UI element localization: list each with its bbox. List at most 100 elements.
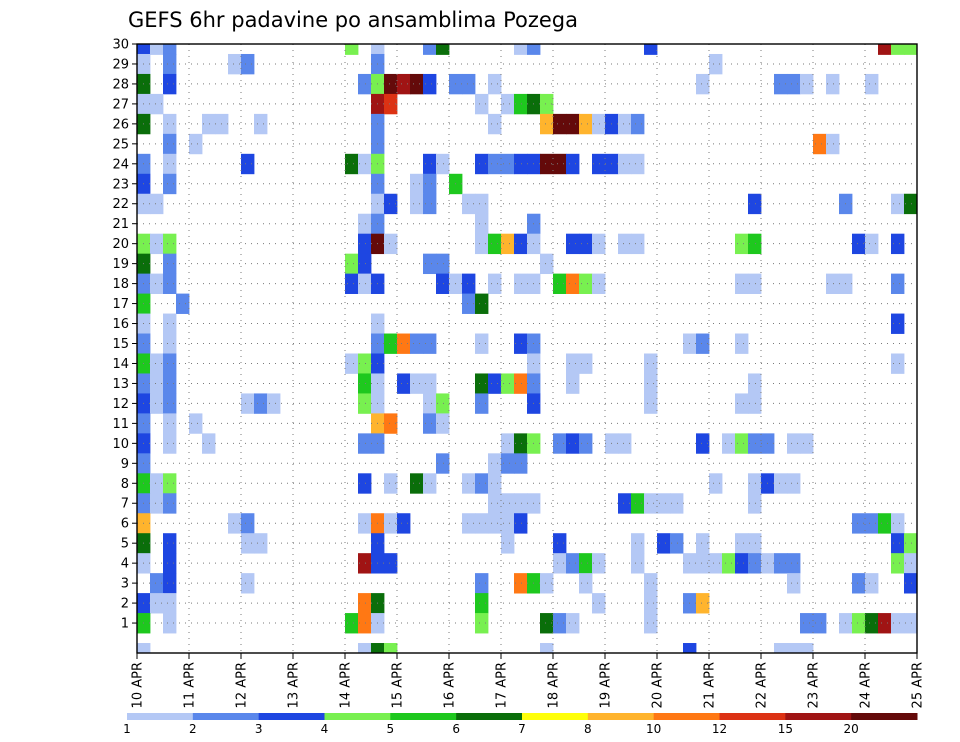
heatmap-cell: [358, 513, 372, 534]
heatmap-cell: [254, 393, 268, 414]
heatmap-cell: [254, 533, 268, 554]
heatmap-cell: [566, 273, 580, 294]
heatmap-cell: [579, 233, 593, 255]
heatmap-cell: [488, 373, 502, 394]
colorbar-tick-label: 6: [452, 722, 460, 736]
heatmap-cell: [202, 433, 216, 454]
heatmap-cell: [566, 553, 580, 574]
heatmap-cell: [163, 553, 177, 574]
heatmap-cell: [891, 533, 905, 554]
y-tick-label: 12: [112, 397, 129, 412]
heatmap-cell: [735, 533, 749, 554]
heatmap-cell: [423, 373, 437, 394]
heatmap-cell: [436, 393, 450, 414]
heatmap-cell: [553, 533, 567, 554]
heatmap-cell: [644, 353, 658, 374]
heatmap-cell: [514, 93, 528, 115]
heatmap-cell: [384, 513, 398, 534]
heatmap-cell: [163, 313, 177, 334]
heatmap-cell: [891, 273, 905, 294]
y-tick-label: 15: [112, 337, 129, 352]
heatmap-cell: [163, 333, 177, 354]
colorbar-tick-label: 20: [844, 722, 859, 736]
heatmap-cell: [371, 643, 385, 654]
heatmap-cell: [163, 153, 177, 175]
heatmap-cell: [579, 113, 593, 135]
y-tick-label: 17: [112, 297, 129, 312]
heatmap-cell: [514, 44, 528, 55]
heatmap-cell: [163, 493, 177, 514]
heatmap-cell: [163, 273, 177, 294]
heatmap-cell: [826, 73, 840, 95]
heatmap-cell: [488, 493, 502, 514]
heatmap-cell: [514, 333, 528, 354]
heatmap-cell: [163, 113, 177, 135]
heatmap-cell: [163, 413, 177, 434]
heatmap-cell: [150, 473, 164, 494]
heatmap-cell: [475, 473, 489, 494]
heatmap-cell: [735, 233, 749, 255]
heatmap-cell: [657, 493, 671, 514]
colorbar-swatch: [456, 713, 523, 720]
heatmap-cell: [423, 413, 437, 434]
heatmap-cell: [891, 193, 905, 215]
heatmap-cell: [592, 113, 606, 135]
y-tick-label: 23: [112, 177, 129, 192]
heatmap-cell: [410, 173, 424, 195]
heatmap-cell: [865, 573, 879, 594]
heatmap-cell: [813, 613, 827, 634]
heatmap-cell: [163, 73, 177, 95]
heatmap-cell: [384, 193, 398, 215]
x-tick-label: 13 APR: [287, 662, 302, 708]
heatmap-cell: [553, 553, 567, 574]
heatmap-cell: [501, 153, 515, 175]
heatmap-cell: [904, 44, 918, 55]
x-tick-label: 12 APR: [235, 662, 250, 708]
colorbar-tick-label: 4: [321, 722, 329, 736]
heatmap-cell: [150, 573, 164, 594]
heatmap-cell: [514, 433, 528, 454]
y-tick-label: 5: [121, 537, 129, 552]
heatmap-cell: [514, 153, 528, 175]
heatmap-cell: [150, 373, 164, 394]
heatmap-cell: [540, 253, 554, 275]
heatmap-cell: [579, 433, 593, 454]
heatmap-cell: [371, 44, 385, 55]
heatmap-cell: [345, 153, 359, 175]
heatmap-cell: [904, 193, 918, 215]
heatmap-cell: [163, 533, 177, 554]
y-tick-label: 14: [112, 357, 129, 372]
heatmap-cell: [540, 573, 554, 594]
heatmap-cell: [202, 113, 216, 135]
heatmap-cell: [488, 513, 502, 534]
heatmap-cell: [657, 533, 671, 554]
y-tick-label: 4: [121, 557, 129, 572]
x-tick-label: 18 APR: [547, 662, 562, 708]
heatmap-cell: [475, 373, 489, 394]
heatmap-cell: [163, 253, 177, 275]
y-tick-label: 7: [121, 497, 129, 512]
heatmap-cell: [566, 353, 580, 374]
heatmap-cell: [436, 453, 450, 474]
heatmap-cell: [137, 44, 151, 55]
heatmap-cell: [566, 113, 580, 135]
heatmap-cell: [644, 593, 658, 614]
heatmap-cell: [241, 153, 255, 175]
heatmap-cell: [800, 643, 814, 654]
heatmap-cell: [436, 253, 450, 275]
heatmap-cell: [423, 44, 437, 55]
heatmap-cell: [748, 233, 762, 255]
heatmap-cell: [176, 293, 190, 314]
heatmap-cell: [631, 533, 645, 554]
heatmap-cell: [514, 513, 528, 534]
y-tick-label: 22: [112, 197, 129, 212]
y-tick-label: 10: [112, 437, 129, 452]
heatmap-cell: [501, 233, 515, 255]
y-tick-label: 30: [112, 38, 129, 53]
heatmap-cell: [358, 233, 372, 255]
heatmap-cell: [423, 333, 437, 354]
heatmap-cell: [150, 93, 164, 115]
heatmap-cell: [150, 593, 164, 614]
colorbar-tick-label: 12: [712, 722, 727, 736]
